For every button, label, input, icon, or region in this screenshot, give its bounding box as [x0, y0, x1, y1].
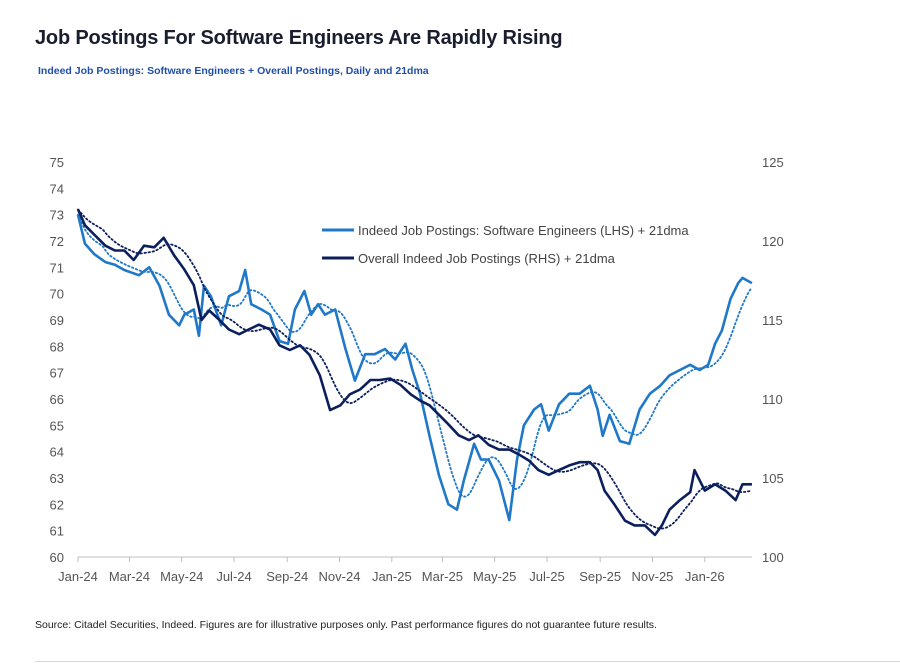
y-right-tick-label: 120: [762, 234, 784, 249]
x-tick-label: Sep-24: [266, 569, 308, 584]
axes: Jan-24 Mar-24 May-24 Jul-24 Sep-24 Nov-24 Jan-…: [50, 155, 784, 584]
y-right-tick-label: 100: [762, 550, 784, 565]
y-right-tick-label: 125: [762, 155, 784, 170]
y-left-tick-label: 72: [50, 234, 64, 249]
y-left-tick-label: 66: [50, 392, 64, 407]
series-lines: [76, 208, 753, 537]
x-tick-label: Sep-25: [579, 569, 621, 584]
legend: Indeed Job Postings: Software Engineers …: [322, 223, 689, 266]
y-right-tick-label: 110: [762, 392, 783, 407]
x-tick-label: Jul-24: [216, 569, 251, 584]
chart-title: Job Postings For Software Engineers Are …: [35, 27, 563, 49]
x-tick-label: Jan-24: [58, 569, 98, 584]
x-tick-label: May-25: [473, 569, 516, 584]
series-line-0: [76, 214, 753, 522]
y-left-tick-label: 65: [50, 418, 64, 433]
y-left-tick-label: 61: [50, 524, 64, 539]
y-left-tick-label: 60: [50, 550, 64, 565]
y-left-tick-label: 68: [50, 339, 64, 354]
y-left-tick-label: 67: [50, 366, 64, 381]
y-left-tick-label: 71: [50, 260, 64, 275]
legend-label-software-engineers: Indeed Job Postings: Software Engineers …: [358, 223, 689, 238]
series-ma-line-1: [77, 208, 753, 530]
y-left-tick-label: 62: [50, 497, 64, 512]
x-tick-label: Jan-25: [372, 569, 412, 584]
legend-label-overall: Overall Indeed Job Postings (RHS) + 21dm…: [358, 251, 616, 266]
y-left-tick-label: 64: [50, 445, 64, 460]
x-tick-label: May-24: [160, 569, 203, 584]
chart-subtitle: Indeed Job Postings: Software Engineers …: [38, 65, 429, 77]
divider: [35, 661, 900, 662]
x-tick-label: Jan-26: [685, 569, 725, 584]
y-left-tick-label: 70: [50, 287, 64, 302]
y-left-tick-label: 63: [50, 471, 64, 486]
y-left-tick-label: 74: [50, 181, 64, 196]
x-tick-label: Jul-25: [529, 569, 564, 584]
x-tick-label: Nov-24: [319, 569, 361, 584]
series-ma-line-0: [77, 213, 753, 498]
x-tick-label: Mar-24: [109, 569, 150, 584]
y-left-tick-label: 69: [50, 313, 64, 328]
series-line-1: [76, 208, 752, 537]
x-tick-label: Mar-25: [422, 569, 463, 584]
y-right-tick-label: 105: [762, 471, 784, 486]
y-left-tick-label: 75: [50, 155, 64, 170]
source-note: Source: Citadel Securities, Indeed. Figu…: [35, 619, 657, 631]
y-left-tick-label: 73: [50, 208, 64, 223]
x-tick-label: Nov-25: [632, 569, 674, 584]
y-right-tick-label: 115: [762, 313, 783, 328]
